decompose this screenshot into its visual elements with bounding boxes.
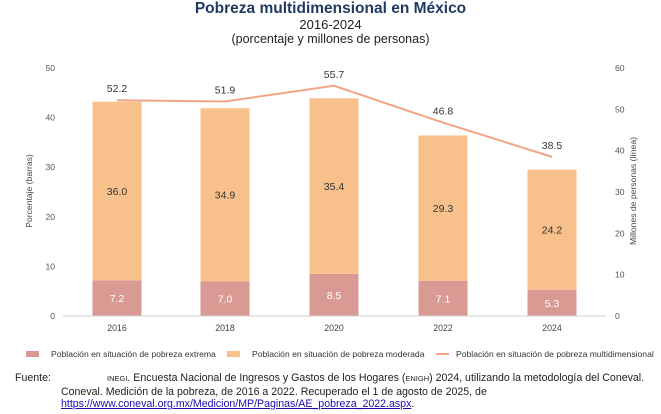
x-tick-label: 2022 (433, 323, 453, 333)
x-tick-label: 2020 (324, 323, 344, 333)
legend-swatch-multidimensional (436, 353, 449, 355)
bar-label-moderate: 36.0 (107, 186, 128, 198)
y-axis-right-label: Millones de personas (línea) (628, 137, 638, 245)
y-left-tick-label: 40 (45, 113, 55, 123)
y-right-tick-label: 10 (615, 270, 625, 280)
y-left-tick-label: 50 (45, 63, 55, 73)
chart-title: Pobreza multidimensional en México (194, 0, 467, 17)
x-tick-label: 2018 (215, 323, 235, 333)
bar-moderate (200, 108, 250, 282)
line-multidimensional (116, 84, 553, 158)
bar-moderate (92, 101, 142, 281)
bar-label-moderate: 35.4 (324, 181, 345, 193)
legend-label-moderate: Población en situación de pobreza modera… (252, 349, 425, 359)
line-label: 52.2 (107, 83, 128, 95)
y-right-tick-label: 30 (615, 187, 625, 197)
legend-swatch-extreme (26, 351, 39, 357)
source-text: INEGI. Encuesta Nacional de Ingresos y G… (61, 372, 651, 411)
line-label: 46.8 (433, 106, 454, 118)
bar-label-extreme: 7.1 (436, 293, 451, 305)
bar-extreme (200, 281, 250, 316)
bar-extreme (92, 280, 142, 316)
legend-label-multidimensional: Población en situación de pobreza multid… (456, 349, 654, 359)
bar-label-moderate: 34.9 (215, 190, 236, 202)
source-text-2: ) 2024, utilizando la metodología del Co… (61, 372, 645, 398)
y-left-tick-label: 20 (45, 212, 55, 222)
chart-area: 0 10 20 30 40 50 0 10 20 30 40 50 60 7.2 36.0 7.0 34.9… (24, 63, 638, 333)
y-right-tick-label: 50 (615, 104, 625, 114)
bar-moderate (309, 98, 359, 274)
chart-subtitle-units: (porcentaje y millones de personas) (231, 32, 430, 46)
y-right-tick-label: 0 (615, 311, 620, 321)
source-enigh: ENIGH (405, 374, 430, 383)
y-right-tick-label: 20 (615, 228, 625, 238)
source-text-1: . Encuesta Nacional de Ingresos y Gastos… (127, 372, 406, 384)
bar-moderate (418, 135, 468, 281)
y-left-tick-label: 10 (45, 261, 55, 271)
line-label: 38.5 (542, 140, 563, 152)
y-axis-left-label: Porcentaje (barras) (24, 154, 34, 228)
chart-subtitle-years: 2016-2024 (299, 17, 362, 32)
line-label: 51.9 (215, 84, 236, 96)
y-left-tick-label: 30 (45, 162, 55, 172)
legend-item-multidimensional: Población en situación de pobreza multid… (436, 349, 654, 359)
bar-label-extreme: 5.3 (545, 298, 560, 310)
source-end: . (411, 398, 415, 410)
legend-item-moderate: Población en situación de pobreza modera… (227, 349, 424, 359)
legend-label-extreme: Población en situación de pobreza extrem… (51, 349, 216, 359)
y-right-tick-label: 40 (615, 146, 625, 156)
legend-swatch-moderate (227, 351, 240, 357)
bar-label-extreme: 8.5 (327, 290, 342, 302)
source-label: Fuente: (15, 372, 51, 384)
y-left-tick-label: 0 (50, 311, 55, 321)
bar-label-moderate: 29.3 (433, 203, 454, 215)
bar-extreme (418, 280, 468, 316)
chart-legend: Población en situación de pobreza extrem… (0, 349, 661, 363)
bar-label-moderate: 24.2 (542, 225, 563, 237)
bar-label-extreme: 7.0 (218, 294, 233, 306)
source-inegi: INEGI (107, 374, 128, 383)
x-tick-label: 2024 (542, 323, 562, 333)
legend-item-extreme: Población en situación de pobreza extrem… (26, 349, 216, 359)
source-link[interactable]: https://www.coneval.org.mx/Medicion/MP/P… (61, 398, 412, 410)
y-right-tick-label: 60 (615, 63, 625, 73)
line-label: 55.7 (324, 69, 345, 81)
bar-extreme (309, 273, 359, 316)
bar-label-extreme: 7.2 (110, 293, 125, 305)
bar-moderate (527, 169, 577, 290)
bar-extreme (527, 289, 577, 316)
x-tick-label: 2016 (107, 323, 127, 333)
